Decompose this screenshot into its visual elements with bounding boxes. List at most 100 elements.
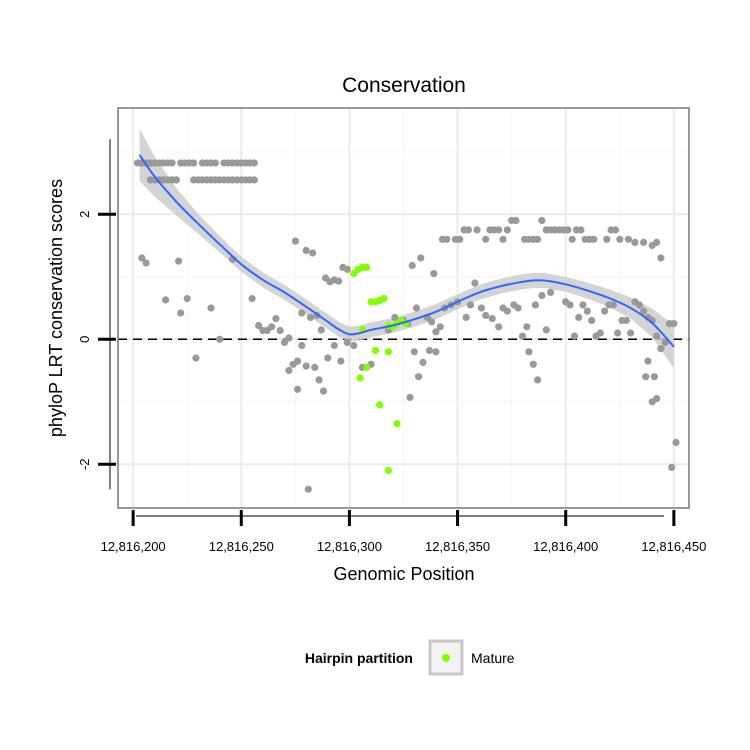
data-point-other (268, 323, 276, 331)
y-tick-label: -2 (77, 458, 92, 470)
data-point-other (250, 159, 258, 167)
data-point-other (168, 159, 176, 167)
data-point-mature (356, 374, 364, 382)
data-point-other (518, 332, 527, 340)
data-point-other (538, 216, 546, 225)
other-points-layer (133, 159, 680, 493)
data-point-other (644, 357, 652, 365)
data-point-other (343, 265, 351, 273)
data-point-mature (363, 363, 371, 371)
data-point-other (291, 237, 299, 245)
data-point-mature (363, 263, 371, 271)
data-point-other (616, 235, 624, 243)
data-point-other (293, 357, 302, 365)
data-point-other (670, 320, 678, 328)
data-point-other (466, 301, 475, 309)
data-point-other (330, 341, 338, 350)
data-point-other (568, 235, 576, 243)
data-point-other (306, 313, 315, 321)
y-tick-label: 2 (77, 211, 92, 218)
data-point-other (611, 226, 620, 234)
data-point-mature (371, 346, 379, 355)
data-point-other (477, 304, 485, 312)
legend-title: Hairpin partition (305, 650, 413, 666)
data-point-other (473, 226, 481, 234)
data-point-other (172, 176, 180, 184)
data-point-other (175, 257, 183, 265)
x-axis: 12,816,200 12,816,250 12,816,300 12,816,350… (101, 510, 706, 554)
data-point-mature (384, 466, 392, 475)
legend-key-mature-dot (442, 654, 450, 662)
loess-smooth-line (138, 154, 675, 348)
data-point-other (432, 328, 440, 336)
chart-title: Conservation (342, 74, 466, 97)
data-point-other (183, 295, 191, 303)
data-point-other (142, 259, 150, 267)
data-point-other (650, 373, 659, 381)
data-point-other (298, 309, 306, 317)
data-point-other (293, 385, 302, 393)
data-point-other (583, 307, 591, 315)
data-point-other (596, 329, 604, 337)
data-point-mature (393, 420, 401, 428)
data-point-other (488, 315, 496, 323)
data-point-other (570, 332, 579, 340)
data-point-other (436, 323, 444, 331)
data-point-other (464, 226, 472, 234)
data-point-other (285, 334, 293, 342)
data-point-other (415, 373, 423, 381)
data-point-other (531, 301, 540, 309)
data-point-other (456, 235, 464, 243)
data-point-mature (376, 401, 384, 409)
data-point-other (542, 326, 550, 334)
data-point-other (309, 249, 317, 257)
data-point-other (503, 307, 511, 315)
data-point-other (408, 261, 416, 270)
data-point-other (428, 318, 436, 326)
data-point-other (425, 346, 434, 355)
data-point-other (538, 291, 546, 300)
data-point-other (410, 348, 418, 356)
panel-border (117, 107, 690, 509)
data-point-other (406, 393, 414, 401)
data-point-other (272, 315, 280, 323)
data-point-other (317, 326, 325, 334)
data-point-other (653, 332, 661, 340)
data-point-other (302, 246, 310, 255)
data-point-other (192, 354, 200, 362)
data-point-other (391, 313, 399, 321)
data-point-other (590, 235, 598, 243)
data-point-other (512, 216, 520, 225)
data-point-other (324, 354, 332, 362)
data-point-other (657, 254, 665, 262)
data-point-other (138, 254, 146, 262)
data-point-other (499, 235, 507, 243)
data-point-other (419, 358, 427, 366)
x-tick-label: 12,816,450 (641, 539, 706, 554)
data-point-other (430, 270, 438, 278)
data-point-other (635, 301, 643, 309)
data-point-other (216, 335, 224, 343)
data-point-other (577, 226, 585, 234)
y-axis: -2 0 2 (77, 139, 116, 490)
data-point-other (653, 238, 661, 246)
data-point-other (443, 235, 451, 243)
x-tick-label: 12,816,250 (209, 539, 274, 554)
data-point-other (503, 226, 511, 234)
data-point-other (672, 438, 680, 446)
data-point-other (640, 238, 648, 246)
x-tick-label: 12,816,400 (533, 539, 598, 554)
data-point-other (614, 329, 622, 337)
data-point-other (335, 277, 343, 285)
data-point-other (653, 395, 661, 403)
legend: Hairpin partition Mature (305, 639, 515, 676)
data-point-other (525, 348, 533, 356)
data-point-other (343, 338, 351, 346)
data-point-other (640, 307, 648, 315)
data-point-other (482, 311, 490, 320)
data-point-mature (380, 295, 388, 303)
data-point-other (285, 366, 293, 375)
data-point-other (471, 279, 479, 287)
data-point-other (319, 387, 328, 395)
